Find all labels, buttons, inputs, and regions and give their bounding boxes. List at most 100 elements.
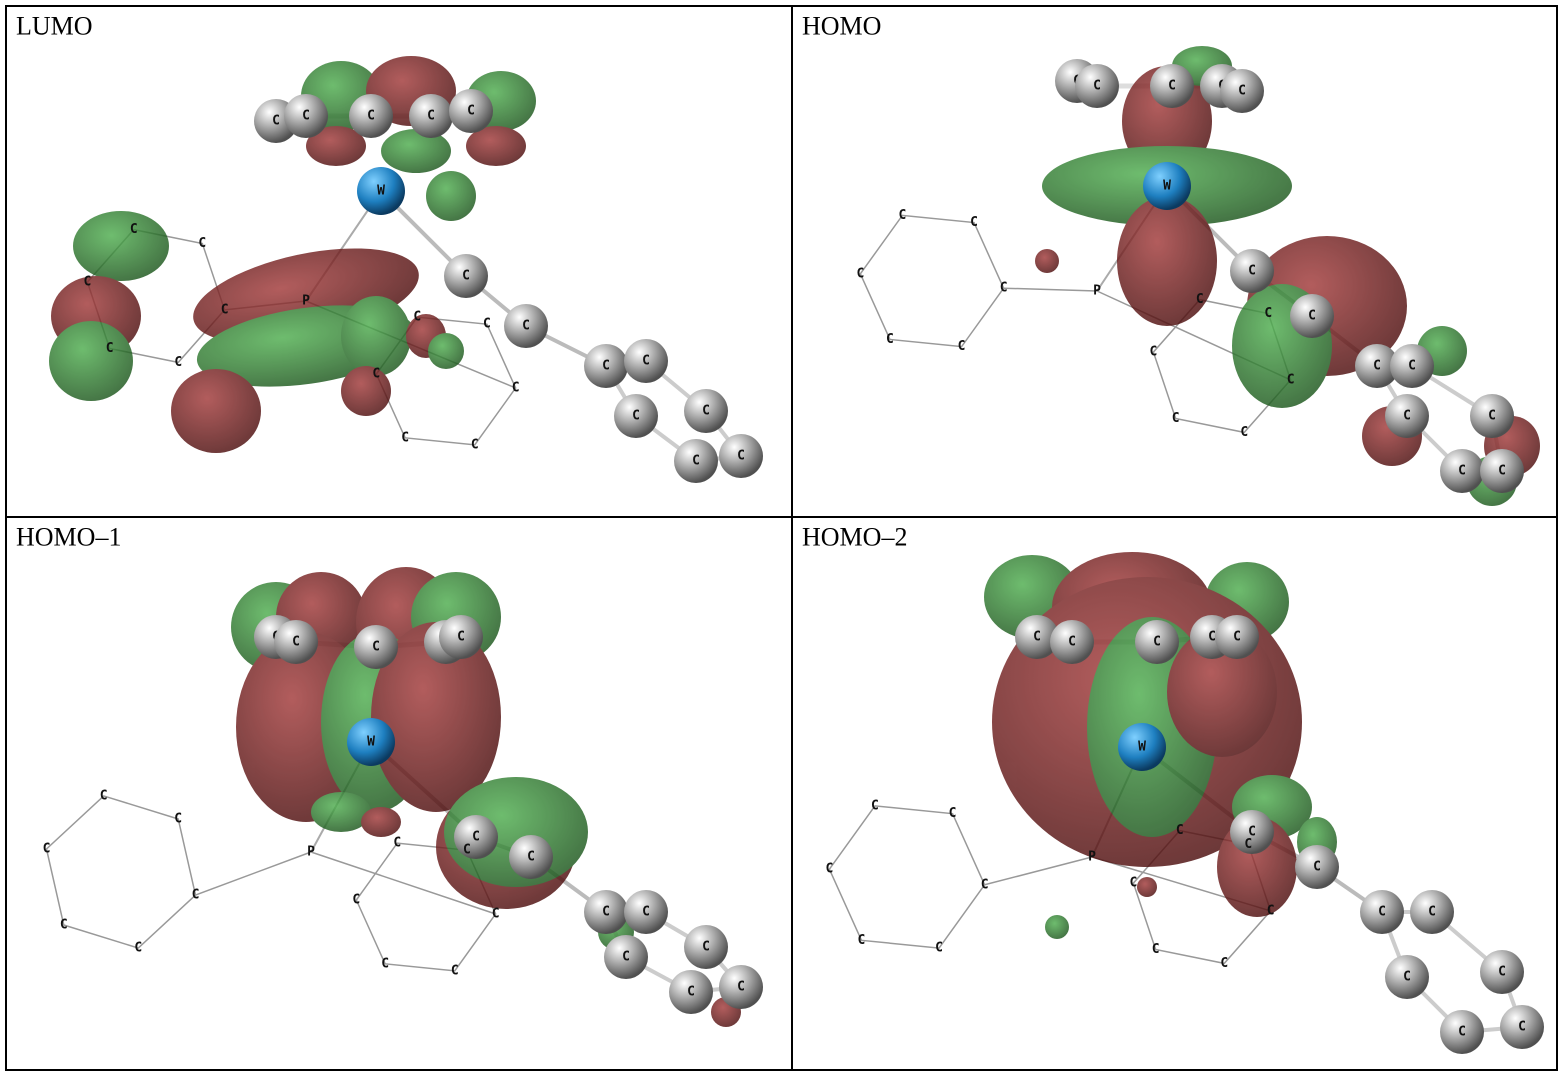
atom-label: C bbox=[1244, 837, 1252, 852]
atom-label: C bbox=[43, 841, 51, 856]
atom-label: C bbox=[1264, 306, 1272, 321]
atom-label: W bbox=[1163, 179, 1171, 194]
atom-label: C bbox=[1313, 860, 1321, 875]
orbital-panel: CCCCCWCCCCCCCCPCCCCCCCCCCCCLUMO bbox=[16, 11, 763, 483]
atom-label: C bbox=[1518, 1020, 1526, 1035]
atom-label: C bbox=[472, 830, 480, 845]
atom-label: C bbox=[292, 635, 300, 650]
atom-label: C bbox=[981, 877, 989, 892]
atom-label: C bbox=[1287, 372, 1295, 387]
bond bbox=[196, 852, 311, 895]
atom-label: C bbox=[687, 985, 695, 1000]
atom-label: P bbox=[307, 845, 315, 860]
orbital-lobes bbox=[1035, 46, 1540, 506]
atom-label: C bbox=[935, 941, 943, 956]
bond bbox=[1004, 288, 1097, 291]
atom-label: C bbox=[134, 941, 142, 956]
atom-label: C bbox=[1068, 635, 1076, 650]
atom-label: P bbox=[1088, 850, 1096, 865]
atom-label: C bbox=[1153, 635, 1161, 650]
atom-label: C bbox=[1233, 630, 1241, 645]
atom-label: C bbox=[427, 109, 435, 124]
orbital-lobe bbox=[341, 366, 391, 416]
atom-label: C bbox=[1033, 630, 1041, 645]
phenyl-ring bbox=[46, 796, 195, 948]
atom-label: C bbox=[106, 341, 114, 356]
atom-label: C bbox=[702, 404, 710, 419]
atom-label: C bbox=[457, 630, 465, 645]
atom-label: C bbox=[692, 454, 700, 469]
atom-label: C bbox=[1498, 464, 1506, 479]
figure: CCCCCWCCCCCCCCPCCCCCCCCCCCCLUMOCCCCCWCCC… bbox=[0, 0, 1558, 1071]
orbital-lobe bbox=[1045, 915, 1069, 939]
atom-label: C bbox=[527, 850, 535, 865]
orbital-lobe bbox=[426, 171, 476, 221]
phenyl-ring bbox=[860, 215, 1003, 346]
atom-label: C bbox=[192, 888, 200, 903]
atom-label: C bbox=[1196, 292, 1204, 307]
atom-label: C bbox=[221, 302, 229, 317]
atom-label: P bbox=[1093, 284, 1101, 299]
atom-label: C bbox=[1208, 630, 1216, 645]
atom-label: C bbox=[642, 905, 650, 920]
orbital-lobe bbox=[49, 321, 133, 401]
frame bbox=[6, 6, 1557, 1070]
atom-label: C bbox=[381, 956, 389, 971]
atom-label: C bbox=[471, 437, 479, 452]
atom-label: C bbox=[949, 806, 957, 821]
atom-label: C bbox=[1378, 905, 1386, 920]
panel-label: HOMO bbox=[802, 11, 881, 40]
atom-label: C bbox=[367, 109, 375, 124]
orbital-lobe bbox=[73, 211, 169, 281]
atom-label: C bbox=[737, 980, 745, 995]
atom-label: C bbox=[1403, 409, 1411, 424]
orbital-lobe bbox=[171, 369, 261, 453]
orbital-lobe bbox=[1137, 877, 1157, 897]
atom-label: C bbox=[1093, 79, 1101, 94]
atom-label: C bbox=[492, 906, 500, 921]
atom-label: C bbox=[1220, 956, 1228, 971]
atom-label: C bbox=[1000, 281, 1008, 296]
atom-label: C bbox=[463, 843, 471, 858]
atom-label: C bbox=[1152, 942, 1160, 957]
atom-label: C bbox=[272, 114, 280, 129]
atom-label: C bbox=[60, 918, 68, 933]
atom-label: C bbox=[512, 380, 520, 395]
atom-label: C bbox=[1488, 409, 1496, 424]
atom-label: C bbox=[958, 339, 966, 354]
atom-label: C bbox=[1168, 79, 1176, 94]
atom-label: C bbox=[642, 354, 650, 369]
atom-label: C bbox=[100, 788, 108, 803]
atom-label: C bbox=[871, 798, 879, 813]
panel-label: HOMO–1 bbox=[16, 522, 121, 551]
atom-label: C bbox=[632, 409, 640, 424]
atom-label: C bbox=[1238, 84, 1246, 99]
atom-label: C bbox=[1267, 903, 1275, 918]
atom-label: C bbox=[483, 317, 491, 332]
orbital-panel: CCCCCWCCCCCCCCPCCCCCCCCCCCCHOMO–1 bbox=[16, 522, 763, 1027]
atom-label: C bbox=[886, 332, 894, 347]
atom-label: C bbox=[1248, 264, 1256, 279]
orbital-lobe bbox=[341, 296, 411, 376]
panel-label: HOMO–2 bbox=[802, 522, 907, 551]
atom-label: C bbox=[130, 222, 138, 237]
atom-label: C bbox=[1308, 309, 1316, 324]
atom-label: W bbox=[1138, 740, 1146, 755]
phenyl-ring bbox=[829, 806, 984, 948]
atom-label: C bbox=[702, 940, 710, 955]
atom-label: C bbox=[858, 933, 866, 948]
atom-label: C bbox=[198, 236, 206, 251]
orbital-lobe bbox=[361, 807, 401, 837]
bond bbox=[985, 857, 1092, 885]
atom-label: C bbox=[1176, 823, 1184, 838]
atom-label: C bbox=[352, 893, 360, 908]
atom-label: C bbox=[372, 640, 380, 655]
atom-label: W bbox=[367, 735, 375, 750]
atom-label: C bbox=[737, 449, 745, 464]
atom-label: C bbox=[1408, 359, 1416, 374]
atom-label: C bbox=[302, 109, 310, 124]
atom-label: C bbox=[467, 104, 475, 119]
atom-label: C bbox=[393, 836, 401, 851]
